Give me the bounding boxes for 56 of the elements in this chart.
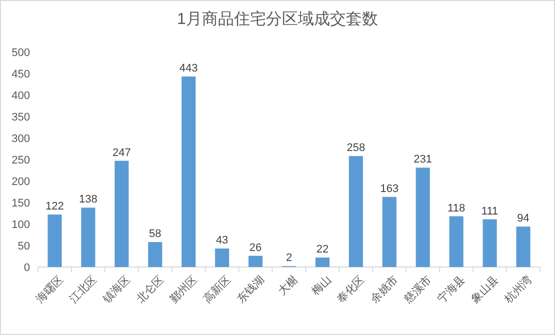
- x-tick-label: 海曙区: [34, 274, 66, 306]
- bar: [482, 219, 497, 267]
- x-tick-label: 鄞州区: [167, 273, 200, 306]
- data-label: 111: [481, 205, 498, 218]
- x-tick-label: 杭州湾: [501, 273, 534, 306]
- y-tick-label: 50: [18, 240, 30, 252]
- bar: [114, 160, 129, 267]
- chart-title: 1月商品住宅分区域成交套数: [177, 10, 378, 28]
- data-label: 94: [517, 212, 530, 225]
- data-label: 58: [149, 228, 162, 240]
- data-label: 118: [448, 202, 466, 214]
- data-label: 43: [216, 234, 228, 247]
- bar: [449, 216, 464, 267]
- y-tick-label: 300: [12, 133, 30, 145]
- data-label: 122: [46, 200, 64, 213]
- x-tick-label: 江北区: [66, 273, 100, 306]
- bar: [315, 258, 330, 267]
- y-tick-label: 350: [12, 112, 30, 124]
- y-tick-label: 200: [12, 176, 30, 188]
- y-tick-label: 150: [12, 198, 30, 210]
- data-label: 247: [112, 146, 131, 159]
- x-tick-label: 余姚市: [368, 273, 401, 306]
- data-label: 231: [414, 154, 432, 166]
- x-tick-label: 慈溪市: [400, 273, 434, 306]
- x-tick-label: 东钱湖: [234, 273, 267, 306]
- bar: [416, 168, 430, 267]
- data-label: 258: [346, 142, 366, 154]
- y-tick-label: 100: [12, 219, 30, 231]
- x-tick-label: 宁海县: [435, 273, 468, 306]
- bar: [48, 214, 62, 267]
- data-label: 2: [286, 252, 292, 264]
- y-tick-label: 0: [24, 262, 30, 274]
- x-tick-label: 梅山: [308, 273, 334, 298]
- bar: [215, 248, 230, 267]
- bar: [182, 76, 196, 267]
- y-tick-label: 450: [12, 68, 30, 80]
- data-label: 163: [380, 182, 399, 195]
- data-label: 138: [79, 194, 98, 206]
- data-label: 443: [179, 62, 198, 75]
- bar: [516, 226, 530, 267]
- data-label: 26: [249, 242, 262, 254]
- x-tick-label: 镇海区: [100, 274, 133, 306]
- x-tick-label: 高新区: [200, 273, 234, 306]
- bar: [81, 208, 96, 267]
- x-tick-label: 奉化区: [335, 274, 368, 306]
- y-tick-label: 500: [12, 47, 30, 59]
- x-tick-label: 大榭: [275, 273, 300, 298]
- bar: [248, 256, 263, 267]
- x-tick-label: 象山县: [468, 273, 502, 306]
- bar: [382, 196, 396, 267]
- y-tick-label: 250: [12, 154, 30, 166]
- x-tick-label: 北仑区: [134, 273, 166, 306]
- data-label: 22: [316, 244, 329, 256]
- bar: [148, 242, 162, 267]
- y-tick-label: 400: [12, 90, 30, 102]
- bar: [348, 156, 363, 267]
